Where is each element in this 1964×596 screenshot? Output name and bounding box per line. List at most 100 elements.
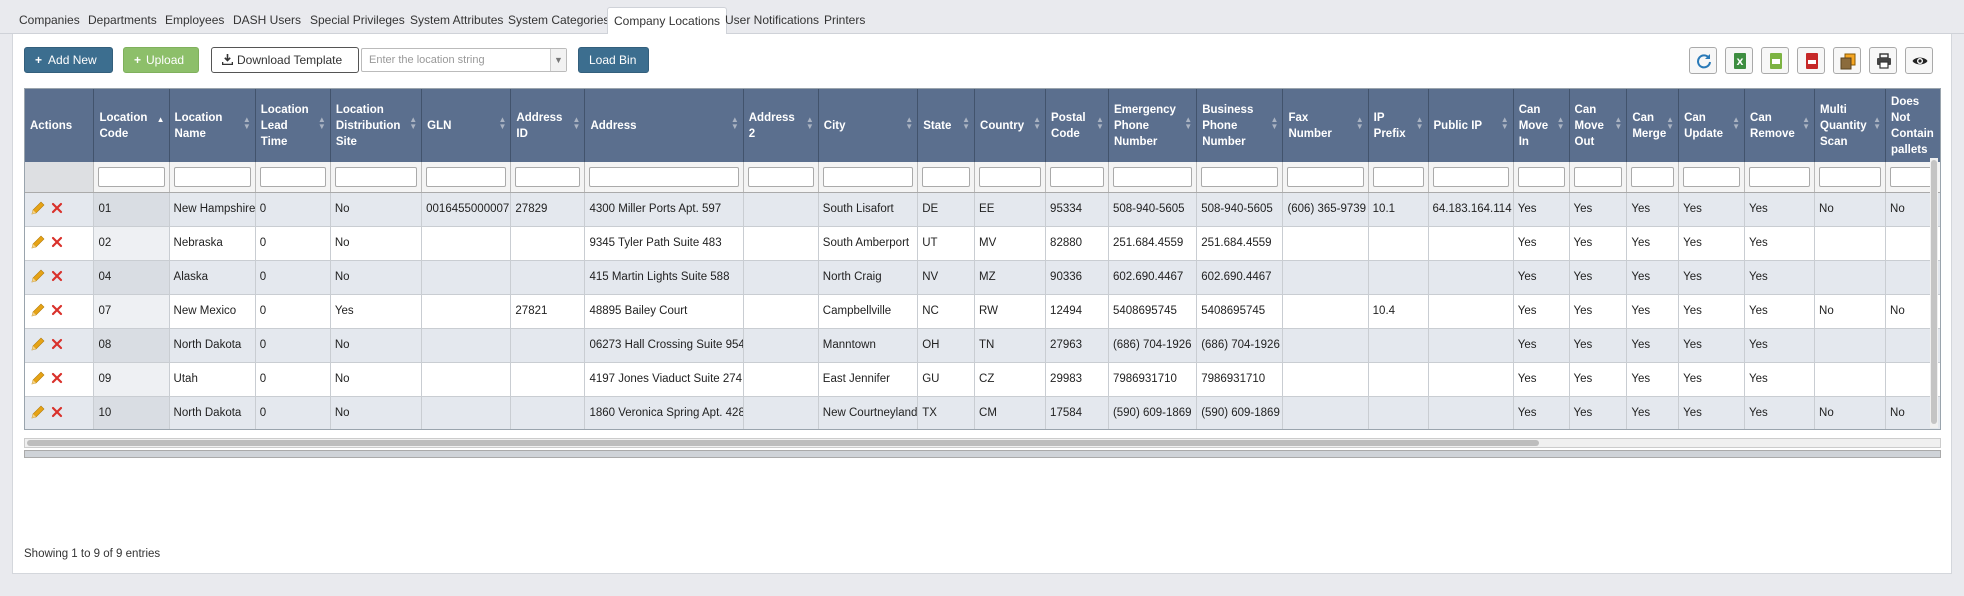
filter-text-box[interactable] (589, 166, 739, 187)
filter-text-box[interactable] (747, 166, 814, 187)
column-filter-input[interactable] (330, 162, 423, 193)
col-ip-prefix[interactable]: IP Prefix ▲ ▼ (1368, 89, 1429, 162)
col-can-merge[interactable]: Can Merge ▲ ▼ (1626, 89, 1680, 162)
col-state[interactable]: State ▲ ▼ (917, 89, 976, 162)
filter-text-box[interactable] (426, 166, 507, 187)
filter-text-box[interactable] (1050, 166, 1104, 187)
upload-button[interactable]: + Upload (123, 47, 199, 73)
vertical-scrollbar[interactable] (1930, 158, 1938, 428)
column-filter-input[interactable] (1678, 162, 1746, 193)
horizontal-scrollbar[interactable] (24, 438, 1941, 448)
column-filter-input[interactable] (421, 162, 512, 193)
filter-text-box[interactable] (515, 166, 581, 187)
delete-icon[interactable] (51, 406, 63, 421)
col-city[interactable]: City ▲ ▼ (818, 89, 919, 162)
edit-icon[interactable] (31, 201, 45, 218)
filter-text-box[interactable] (1432, 166, 1509, 187)
table-row[interactable]: 01 New Hampshire 0 No 0016455000007 27829 4300… (25, 192, 1940, 227)
filter-text-box[interactable] (1573, 166, 1623, 187)
col-can-update[interactable]: Can Update ▲ ▼ (1678, 89, 1746, 162)
load-bin-button[interactable]: Load Bin (578, 47, 649, 73)
table-row[interactable]: 02 Nebraska 0 No 9345 Tyler Path Suite 483 So… (25, 226, 1940, 261)
edit-icon[interactable] (31, 337, 45, 354)
horizontal-scroll-thumb[interactable] (27, 440, 1539, 446)
col-address[interactable]: Address ▲ ▼ (584, 89, 744, 162)
copy-button[interactable] (1833, 47, 1861, 74)
delete-icon[interactable] (51, 270, 63, 285)
col-address-2[interactable]: Address 2 ▲ ▼ (743, 89, 819, 162)
column-filter-input[interactable] (584, 162, 744, 193)
delete-icon[interactable] (51, 338, 63, 353)
col-location-code[interactable]: Location Code ▲ (93, 89, 170, 162)
tab-companies[interactable]: Companies (19, 13, 80, 27)
edit-icon[interactable] (31, 405, 45, 422)
column-filter-input[interactable] (1108, 162, 1198, 193)
col-postal-code[interactable]: Postal Code ▲ ▼ (1045, 89, 1109, 162)
delete-icon[interactable] (51, 236, 63, 251)
col-does-not-contain-pallets[interactable]: Does Not Contain pallets (1885, 89, 1940, 162)
tab-dash-users[interactable]: DASH Users (233, 13, 302, 27)
column-filter-input[interactable] (1626, 162, 1680, 193)
col-emergency-phone[interactable]: Emergency Phone Number ▲ ▼ (1108, 89, 1198, 162)
column-filter-input[interactable] (1045, 162, 1109, 193)
col-multi-quantity-scan[interactable]: Multi Quantity Scan ▲ ▼ (1814, 89, 1887, 162)
tab-company-locations[interactable]: Company Locations (607, 7, 728, 35)
column-filter-input[interactable] (743, 162, 819, 193)
location-string-select[interactable]: Enter the location string ▼ (361, 48, 567, 72)
filter-text-box[interactable] (334, 166, 418, 187)
column-filter-input[interactable] (1368, 162, 1429, 193)
column-filter-input[interactable] (917, 162, 976, 193)
column-filter-input[interactable] (1513, 162, 1570, 193)
column-filter-input[interactable] (818, 162, 919, 193)
filter-text-box[interactable] (979, 166, 1042, 187)
table-row[interactable]: 09 Utah 0 No 4197 Jones Viaduct Suite 274 Eas… (25, 362, 1940, 397)
tab-printers[interactable]: Printers (824, 13, 866, 27)
export-excel-button[interactable]: X (1725, 47, 1753, 74)
tab-user-notifications[interactable]: User Notifications (725, 13, 820, 27)
col-country[interactable]: Country ▲ ▼ (974, 89, 1047, 162)
filter-text-box[interactable] (1819, 166, 1882, 187)
filter-text-box[interactable] (1112, 166, 1193, 187)
download-template-button[interactable]: Download Template (211, 47, 359, 73)
col-can-remove[interactable]: Can Remove ▲ ▼ (1744, 89, 1816, 162)
column-visibility-button[interactable] (1905, 47, 1933, 74)
column-filter-input[interactable] (1196, 162, 1284, 193)
column-filter-input[interactable] (1744, 162, 1816, 193)
column-filter-input[interactable] (510, 162, 586, 193)
column-filter-input[interactable] (1814, 162, 1887, 193)
col-business-phone[interactable]: Business Phone Number ▲ ▼ (1196, 89, 1284, 162)
col-distribution-site[interactable]: Location Distribution Site ▲ ▼ (330, 89, 423, 162)
filter-text-box[interactable] (1201, 166, 1279, 187)
edit-icon[interactable] (31, 269, 45, 286)
column-filter-input[interactable] (255, 162, 331, 193)
col-can-move-out[interactable]: Can Move Out ▲ ▼ (1569, 89, 1628, 162)
column-filter-input[interactable] (169, 162, 256, 193)
tab-special-privileges[interactable]: Special Privileges (310, 13, 405, 27)
column-filter-input[interactable] (93, 162, 170, 193)
print-button[interactable] (1869, 47, 1897, 74)
column-filter-input[interactable] (1428, 162, 1514, 193)
table-row[interactable]: 07 New Mexico 0 Yes 27821 48895 Bailey Court C… (25, 294, 1940, 329)
filter-text-box[interactable] (1631, 166, 1675, 187)
tab-system-categories[interactable]: System Categories (508, 13, 610, 27)
col-gln[interactable]: GLN ▲ ▼ (421, 89, 512, 162)
col-fax-number[interactable]: Fax Number ▲ ▼ (1282, 89, 1369, 162)
filter-text-box[interactable] (1287, 166, 1364, 187)
filter-text-box[interactable] (822, 166, 914, 187)
filter-text-box[interactable] (259, 166, 326, 187)
column-filter-input[interactable] (1282, 162, 1369, 193)
tab-departments[interactable]: Departments (88, 13, 157, 27)
export-pdf-button[interactable] (1797, 47, 1825, 74)
delete-icon[interactable] (51, 202, 63, 217)
table-row[interactable]: 04 Alaska 0 No 415 Martin Lights Suite 588 No… (25, 260, 1940, 295)
column-filter-input[interactable] (974, 162, 1047, 193)
delete-icon[interactable] (51, 372, 63, 387)
edit-icon[interactable] (31, 235, 45, 252)
column-filter-input[interactable] (1569, 162, 1628, 193)
chevron-down-icon[interactable]: ▼ (550, 49, 566, 71)
edit-icon[interactable] (31, 303, 45, 320)
filter-text-box[interactable] (1372, 166, 1424, 187)
filter-text-box[interactable] (98, 166, 165, 187)
filter-text-box[interactable] (922, 166, 971, 187)
col-lead-time[interactable]: Location Lead Time ▲ ▼ (255, 89, 331, 162)
